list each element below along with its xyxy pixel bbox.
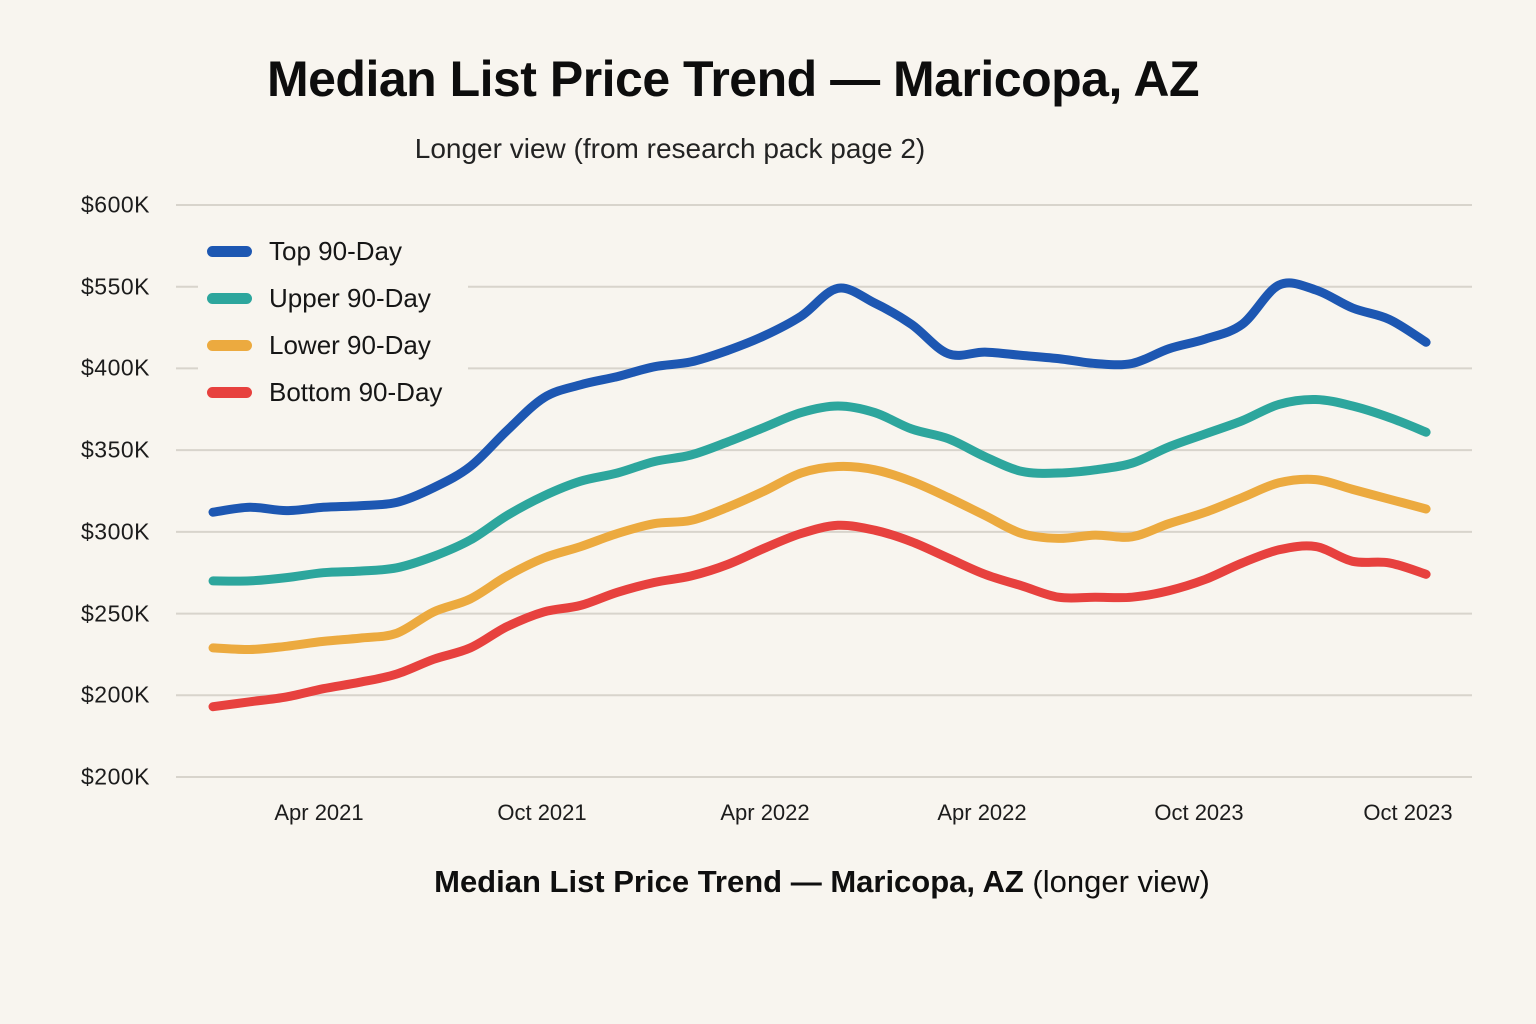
legend-swatch (207, 387, 252, 398)
caption-main: Median List Price Trend — Maricopa, AZ (434, 864, 1024, 899)
y-tick-label: $250K (80, 600, 150, 627)
chart-caption: Median List Price Trend — Maricopa, AZ (… (434, 864, 1210, 900)
legend-label: Upper 90-Day (269, 283, 431, 313)
legend-swatch (207, 340, 252, 351)
line-chart-canvas (176, 204, 1472, 778)
legend-item-bottom-90-day: Bottom 90-Day (207, 369, 442, 416)
series-line-upper-90-day (208, 394, 1431, 586)
legend-item-lower-90-day: Lower 90-Day (207, 322, 442, 369)
plot-area: $600K $550K $400K $350K $300K $250K $200K $200K… (81, 192, 1472, 825)
x-tick-label: Apr 2022 (937, 800, 1027, 825)
legend-swatch (207, 246, 252, 257)
x-tick-label: Apr 2021 (274, 800, 364, 825)
chart-title: Median List Price Trend — Maricopa, AZ (266, 51, 1200, 107)
legend-item-top-90-day: Top 90-Day (207, 228, 442, 275)
x-tick-label: Apr 2022 (720, 800, 810, 825)
legend-label: Lower 90-Day (269, 330, 431, 360)
x-tick-label: Oct 2023 (1363, 800, 1453, 825)
y-tick-label: $200K (80, 681, 150, 708)
y-tick-label: $300K (80, 518, 150, 545)
series-line-lower-90-day (208, 461, 1431, 655)
legend-item-upper-90-day: Upper 90-Day (207, 275, 442, 322)
series-line-top-90-day (208, 278, 1431, 517)
series-line-bottom-90-day (208, 520, 1431, 712)
y-tick-label: $600K (80, 191, 150, 218)
legend-swatch (207, 293, 252, 304)
legend-label: Top 90-Day (269, 236, 402, 266)
y-tick-label: $550K (80, 273, 150, 300)
y-tick-label: $400K (80, 354, 150, 381)
chart-legend: Top 90-Day Upper 90-Day Lower 90-Day Bottom… (198, 220, 469, 426)
y-tick-label: $350K (80, 436, 150, 463)
x-tick-label: Oct 2023 (1154, 800, 1244, 825)
chart-subtitle: Longer view (from research pack page 2) (414, 133, 926, 164)
x-tick-label: Oct 2021 (497, 800, 587, 825)
y-tick-label: $200K (80, 763, 150, 790)
legend-label: Bottom 90-Day (269, 377, 443, 407)
caption-suffix: (longer view) (1023, 864, 1210, 899)
